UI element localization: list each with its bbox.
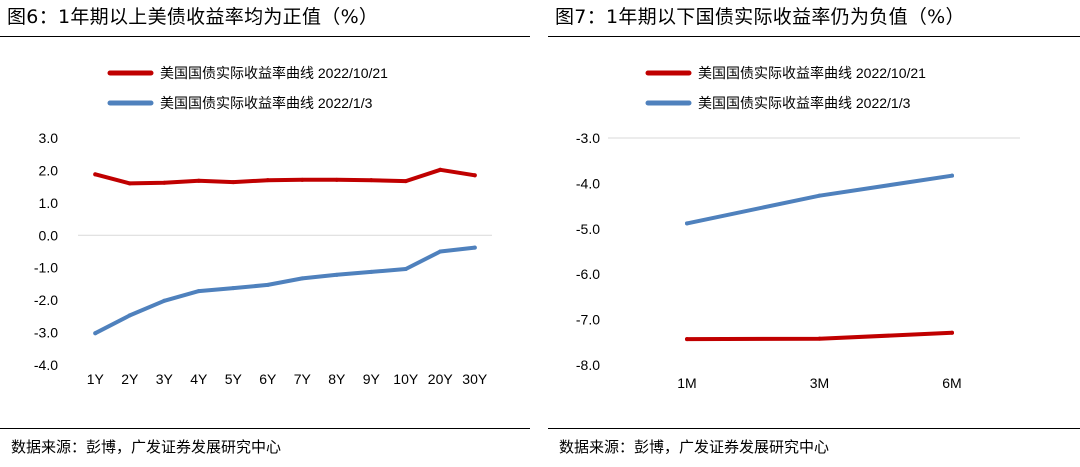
- data-point: [369, 269, 374, 274]
- chart-panel-fig7: 图7：1年期以下国债实际收益率仍为负值（%） -3.0 -4.0 -5.0 -6.0-…: [548, 0, 1080, 467]
- data-point: [196, 178, 201, 183]
- data-point: [472, 245, 477, 250]
- data-point: [334, 177, 339, 182]
- data-point: [438, 249, 443, 254]
- data-point: [685, 221, 689, 226]
- y-tick-label: -1.0: [34, 260, 58, 276]
- x-tick-label: 3Y: [156, 371, 174, 387]
- x-tick-label: 20Y: [428, 371, 454, 387]
- y-tick-label: -2.0: [34, 292, 58, 308]
- data-point: [817, 336, 822, 341]
- data-point: [162, 298, 167, 303]
- figure-title: 图6：1年期以上美债收益率均为正值（%）: [7, 6, 379, 28]
- x-tick-label: 8Y: [328, 371, 346, 387]
- title-divider: [0, 36, 530, 37]
- data-point: [196, 289, 201, 294]
- data-point: [403, 267, 408, 272]
- data-point: [127, 181, 132, 186]
- data-point: [265, 178, 270, 183]
- x-tick-label: 6M: [942, 375, 961, 391]
- y-tick-label: 3.0: [39, 130, 59, 146]
- y-tick-label: 2.0: [39, 162, 59, 178]
- x-tick-label: 1M: [677, 375, 696, 391]
- x-tick-label: 9Y: [363, 371, 381, 387]
- data-point: [162, 180, 167, 185]
- data-point: [93, 172, 98, 177]
- y-tick-label: -3.0: [34, 325, 58, 341]
- x-tick-label: 30Y: [462, 371, 488, 387]
- y-tick-label: 1.0: [39, 195, 59, 211]
- source-divider: [0, 428, 530, 429]
- x-tick-label: 7Y: [294, 371, 312, 387]
- y-tick-label: -4.0: [576, 175, 600, 191]
- y-tick-label: -5.0: [576, 221, 600, 237]
- data-point: [817, 193, 822, 198]
- y-tick-label: -6.0: [576, 266, 600, 282]
- x-tick-label: 6Y: [259, 371, 277, 387]
- data-point: [438, 167, 443, 172]
- source-note: 数据来源：彭博，广发证券发展研究中心: [11, 438, 282, 456]
- y-tick-label: -7.0: [576, 312, 600, 328]
- line-chart-fig7: -3.0 -4.0 -5.0 -6.0 -7.0 -8.0 1M 3M 6M 美国国债实际收益率曲…: [576, 65, 1020, 391]
- legend-label: 美国国债实际收益率曲线 2022/10/21: [698, 65, 926, 81]
- chart-panel-fig6: 图6：1年期以上美债收益率均为正值（%） 3.0 2.0 1.0 0.0 -1.0 -2.…: [0, 0, 530, 467]
- data-point: [403, 179, 408, 184]
- data-point: [231, 180, 236, 185]
- figure-title: 图7：1年期以下国债实际收益率仍为负值（%）: [555, 6, 965, 28]
- data-point: [265, 282, 270, 287]
- data-point: [950, 173, 954, 178]
- data-point: [300, 177, 305, 182]
- data-point: [334, 272, 339, 277]
- x-tick-label: 5Y: [225, 371, 243, 387]
- data-point: [231, 286, 236, 291]
- legend-label: 美国国债实际收益率曲线 2022/10/21: [160, 65, 388, 81]
- y-tick-label: -3.0: [576, 130, 600, 146]
- y-tick-label: -4.0: [34, 357, 58, 373]
- title-divider: [548, 36, 1080, 37]
- data-point: [950, 330, 954, 335]
- data-point: [685, 337, 689, 342]
- source-divider: [548, 428, 1080, 429]
- x-tick-label: 10Y: [393, 371, 419, 387]
- series-line: [685, 173, 954, 226]
- x-tick-label: 1Y: [87, 371, 105, 387]
- line-chart-fig6: 3.0 2.0 1.0 0.0 -1.0 -2.0 -3.0 -4.0 1Y 2Y 3Y 4Y 5Y 6Y…: [34, 65, 492, 387]
- source-note: 数据来源：彭博，广发证券发展研究中心: [559, 438, 830, 456]
- x-tick-label: 3M: [810, 375, 829, 391]
- legend-label: 美国国债实际收益率曲线 2022/1/3: [160, 95, 373, 111]
- data-point: [93, 331, 98, 336]
- data-point: [472, 173, 477, 178]
- data-point: [369, 178, 374, 183]
- series-line: [93, 167, 477, 186]
- x-tick-label: 2Y: [121, 371, 139, 387]
- legend-label: 美国国债实际收益率曲线 2022/1/3: [698, 95, 911, 111]
- data-point: [127, 313, 132, 318]
- series-line: [93, 245, 477, 336]
- y-tick-label: -8.0: [576, 357, 600, 373]
- x-tick-label: 4Y: [190, 371, 208, 387]
- y-tick-label: 0.0: [39, 227, 59, 243]
- data-point: [300, 276, 305, 281]
